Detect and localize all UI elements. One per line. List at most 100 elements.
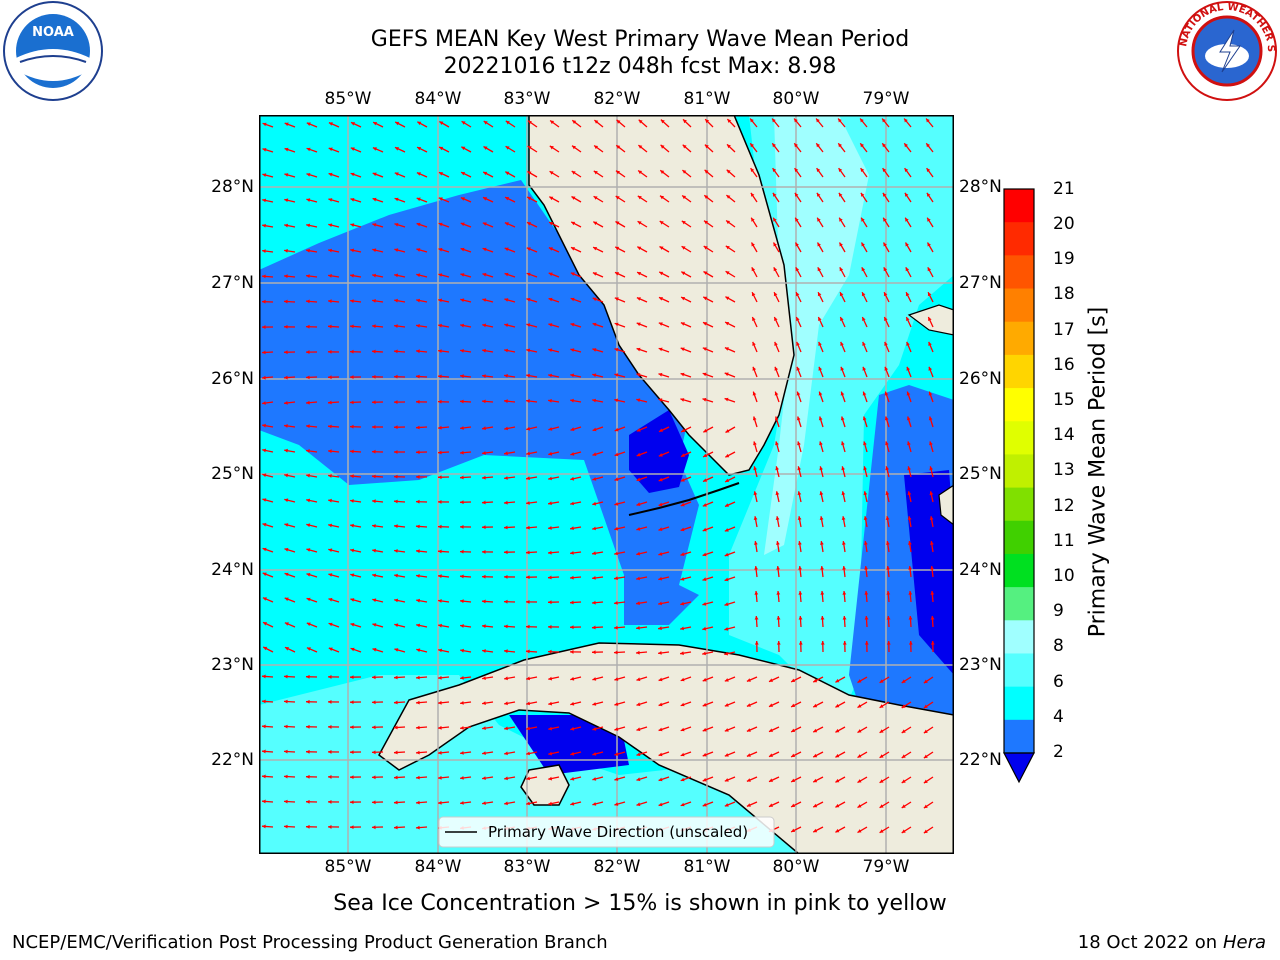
wave-arrow-head: [328, 198, 333, 202]
wave-arrow-head: [262, 473, 267, 478]
wave-arrow-head: [724, 577, 729, 582]
wave-arrow-head: [592, 802, 597, 806]
wave-arrow-head: [658, 502, 663, 507]
wave-arrow-head: [504, 374, 508, 378]
wave-arrow-head: [906, 416, 911, 421]
wave-arrow-head: [482, 624, 486, 629]
wave-arrow-head: [394, 499, 398, 504]
wave-arrow-head: [658, 398, 663, 402]
wave-arrow-head: [928, 317, 932, 321]
colorbar-extend-triangle: [1003, 752, 1035, 784]
wave-arrow-head: [438, 750, 442, 755]
wave-arrow-head: [394, 400, 398, 404]
wave-arrow-head: [328, 675, 332, 679]
wave-arrow-head: [460, 726, 464, 730]
wave-arrow-head: [798, 591, 803, 595]
wave-arrow-head: [372, 548, 376, 553]
wave-arrow-head: [395, 147, 399, 151]
wave-arrow-head: [636, 373, 641, 377]
wave-arrow-head: [592, 727, 597, 731]
wave-arrow-head: [416, 273, 421, 278]
wave-arrow-head: [861, 267, 866, 272]
wave-arrow-head: [726, 169, 731, 174]
wave-arrow-head: [438, 700, 442, 705]
wave-arrow-head: [350, 622, 355, 627]
wave-arrow-head: [504, 451, 508, 456]
wave-arrow-head: [548, 399, 552, 403]
wave-arrow-head: [818, 341, 822, 346]
wave-arrow-head: [681, 453, 685, 457]
wave-arrow-head: [394, 273, 399, 278]
wave-arrow-head: [614, 398, 619, 403]
wave-arrow-head: [775, 491, 780, 496]
colorbar-tick-14: 14: [1053, 425, 1075, 445]
colorbar-label: Primary Wave Mean Period [s]: [1085, 306, 1111, 638]
wave-arrow-head: [636, 527, 641, 531]
wave-arrow-head: [416, 172, 421, 176]
wave-arrow-head: [702, 626, 707, 631]
wave-arrow-head: [907, 491, 912, 496]
wave-arrow-head: [306, 400, 310, 405]
wave-arrow-head: [548, 701, 553, 706]
wave-arrow-head: [835, 678, 840, 683]
wave-arrow-head: [482, 776, 486, 780]
graticule: [259, 115, 954, 854]
wave-arrow-head: [372, 324, 376, 329]
wave-arrow-head: [923, 704, 928, 709]
wave-arrow-head: [660, 170, 665, 174]
colorbar-tick-18: 18: [1053, 284, 1075, 304]
wave-arrow-head: [372, 449, 376, 454]
wave-arrow-head: [549, 196, 554, 201]
chart-subtitle-run: 20221016 t12z 048h fcst Max: 8.98: [443, 54, 837, 79]
wave-arrow-head: [929, 516, 934, 520]
wave-arrow-head: [796, 317, 800, 321]
wave-arrow-head: [306, 647, 311, 651]
wave-arrow-head: [328, 800, 332, 804]
wave-arrow-head: [306, 799, 310, 804]
wave-arrow-head: [460, 648, 464, 653]
wave-arrow-head: [306, 473, 310, 478]
wave-arrow-head: [929, 491, 934, 496]
wave-arrow-head: [394, 549, 398, 553]
wave-arrow-head: [570, 427, 575, 431]
wave-arrow-head: [795, 292, 800, 297]
wave-arrow-head: [636, 452, 641, 457]
cuba-land: [378, 642, 954, 854]
wave-arrow-head: [928, 391, 933, 396]
wave-arrow-head: [482, 701, 486, 705]
wave-arrow-head: [817, 217, 821, 222]
wave-arrow-head: [526, 373, 530, 378]
wave-arrow-head: [438, 675, 442, 680]
lat-label-left-26n: 26°N: [211, 369, 254, 389]
wave-arrow-head: [703, 296, 708, 301]
wave-arrow-head: [750, 143, 754, 148]
wave-arrow-head: [306, 597, 311, 602]
wave-arrow-head: [438, 399, 442, 404]
wave-arrow-head: [839, 242, 843, 247]
wave-arrow-head: [351, 122, 355, 126]
wave-arrow-head: [680, 502, 685, 507]
wave-arrow-head: [725, 296, 730, 301]
wave-arrow-head: [306, 523, 311, 528]
lon-label-top-82w: 82°W: [593, 89, 641, 109]
wave-arrow-head: [460, 222, 465, 227]
wave-arrow-head: [526, 575, 530, 580]
wave-arrow-head: [724, 552, 729, 557]
wave-arrow-head: [724, 347, 729, 351]
wave-arrow-head: [394, 800, 398, 805]
wave-arrow-head: [504, 599, 508, 604]
wave-arrow-head: [905, 267, 910, 272]
wave-arrow-head: [863, 466, 867, 471]
wave-arrow-head: [417, 121, 422, 126]
wave-arrow-head: [860, 118, 864, 123]
wave-arrow-head: [350, 548, 355, 553]
wave-arrow-head: [636, 551, 641, 556]
wave-arrow-head: [328, 350, 332, 354]
wave-arrow-head: [372, 750, 376, 755]
wave-arrow-head: [838, 168, 843, 172]
wave-arrow-head: [548, 476, 552, 481]
wave-arrow-head: [482, 726, 486, 730]
wave-arrow-head: [570, 701, 575, 706]
wave-arrow-head: [460, 426, 464, 430]
wave-arrow-head: [593, 170, 598, 175]
